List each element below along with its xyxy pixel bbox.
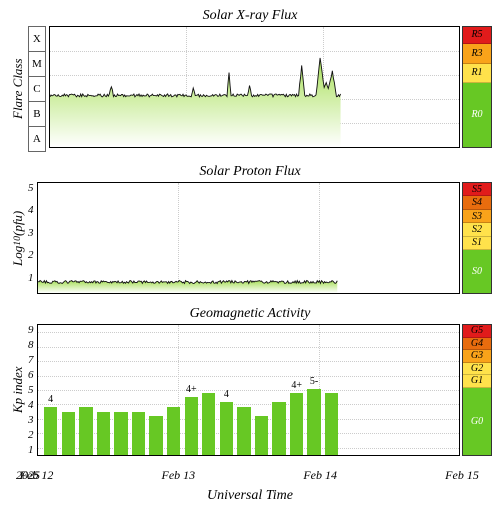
ytick: 7: [28, 354, 34, 366]
ytick: 4: [28, 204, 34, 216]
panel-kp-title: Geomagnetic Activity: [8, 306, 492, 322]
panel-xray-body: Flare Class XMCBA R5R3R1R0: [8, 26, 492, 152]
scale-segment: G3: [463, 350, 491, 363]
xtick: Feb 15: [445, 468, 479, 483]
kp-bar: [62, 412, 75, 455]
ytick: 3: [28, 414, 34, 426]
scale-segment: G2: [463, 363, 491, 376]
panel-xray-ylabel: Flare Class: [8, 26, 28, 152]
xaxis-row: 2025 Feb 12Feb 13Feb 14Feb 15: [8, 468, 492, 486]
panel-kp-body: Kp index 9 8 7 6 5 4 3 2 1 4 4+ 4 4+ 5- G5G4G3G2G1G0: [8, 324, 492, 456]
scale-segment: R0: [463, 83, 491, 147]
kp-bar: [97, 412, 110, 455]
panel-proton: Solar Proton Flux Log10(pfu) 54321 S5S4S…: [8, 164, 492, 294]
ytick: X: [28, 26, 46, 51]
ytick: 9: [28, 324, 34, 336]
panel-xray: Solar X-ray Flux Flare Class XMCBA R5R3R…: [8, 8, 492, 152]
panel-proton-body: Log10(pfu) 5 4 3 2 1 S5S4S3S2S1S0: [8, 182, 492, 294]
panel-xray-title: Solar X-ray Flux: [8, 8, 492, 24]
ytick: 6: [28, 369, 34, 381]
panel-kp-scale: G5G4G3G2G1G0: [462, 324, 492, 456]
ytick: 2: [28, 249, 34, 261]
trace-line: [50, 58, 341, 97]
xtick: Feb 12: [20, 468, 54, 483]
panel-proton-ylabel: Log10(pfu): [8, 182, 28, 294]
scale-segment: R3: [463, 44, 491, 65]
kp-bar: [202, 393, 215, 455]
xtick: Feb 14: [303, 468, 337, 483]
panel-xray-scale: R5R3R1R0: [462, 26, 492, 148]
panel-xray-yaxis: XMCBA: [28, 26, 49, 152]
kp-bar: [132, 412, 145, 455]
panel-proton-yaxis: 5 4 3 2 1: [28, 182, 37, 294]
xlabel: Universal Time: [8, 488, 492, 504]
ytick: 5: [28, 182, 34, 194]
scale-segment: S0: [463, 250, 491, 293]
kp-bar: [220, 402, 233, 455]
kp-bar-label: 4: [224, 389, 229, 400]
ytick: 1: [28, 444, 34, 456]
kp-bar: [290, 393, 303, 455]
scale-segment: S5: [463, 183, 491, 196]
scale-segment: G0: [463, 388, 491, 455]
scale-segment: G4: [463, 338, 491, 351]
panel-kp: Geomagnetic Activity Kp index 9 8 7 6 5 4 3 2 1 …: [8, 306, 492, 456]
kp-bar: [307, 389, 320, 455]
kp-bar-label: 5-: [310, 376, 318, 387]
ytick: 8: [28, 339, 34, 351]
ytick: 2: [28, 429, 34, 441]
kp-bar: [114, 412, 127, 455]
kp-bar: [149, 416, 162, 455]
panel-proton-scale: S5S4S3S2S1S0: [462, 182, 492, 294]
ytick: B: [28, 101, 46, 126]
scale-segment: G5: [463, 325, 491, 338]
ytick: A: [28, 126, 46, 152]
scale-segment: S4: [463, 196, 491, 209]
panel-kp-ylabel: Kp index: [8, 324, 28, 456]
scale-segment: S2: [463, 223, 491, 236]
scale-segment: S3: [463, 210, 491, 223]
xtick: Feb 13: [161, 468, 195, 483]
panel-kp-plot: 4 4+ 4 4+ 5-: [37, 324, 461, 456]
kp-bar: [44, 407, 57, 455]
trace-fill: [50, 58, 341, 147]
kp-bar: [167, 407, 180, 455]
ytick: 4: [28, 399, 34, 411]
kp-bar: [185, 397, 198, 455]
kp-bar-label: 4+: [291, 380, 302, 391]
panel-proton-title: Solar Proton Flux: [8, 164, 492, 180]
scale-segment: G1: [463, 375, 491, 388]
scale-segment: R1: [463, 64, 491, 83]
scale-segment: S1: [463, 237, 491, 250]
scale-segment: R5: [463, 27, 491, 44]
kp-bar: [255, 416, 268, 455]
kp-bar: [325, 393, 338, 455]
xaxis: Feb 12Feb 13Feb 14Feb 15: [37, 468, 463, 486]
kp-bar: [79, 407, 92, 455]
panel-kp-yaxis: 9 8 7 6 5 4 3 2 1: [28, 324, 37, 456]
ytick: M: [28, 51, 46, 76]
kp-bar: [272, 402, 285, 455]
ytick: 1: [28, 272, 34, 284]
ytick: C: [28, 76, 46, 101]
kp-bar-label: 4+: [186, 384, 197, 395]
kp-bar-label: 4: [48, 394, 53, 405]
kp-bar: [237, 407, 250, 455]
panel-proton-plot: [37, 182, 461, 294]
ytick: 3: [28, 227, 34, 239]
ytick: 5: [28, 384, 34, 396]
panel-xray-plot: [49, 26, 460, 148]
